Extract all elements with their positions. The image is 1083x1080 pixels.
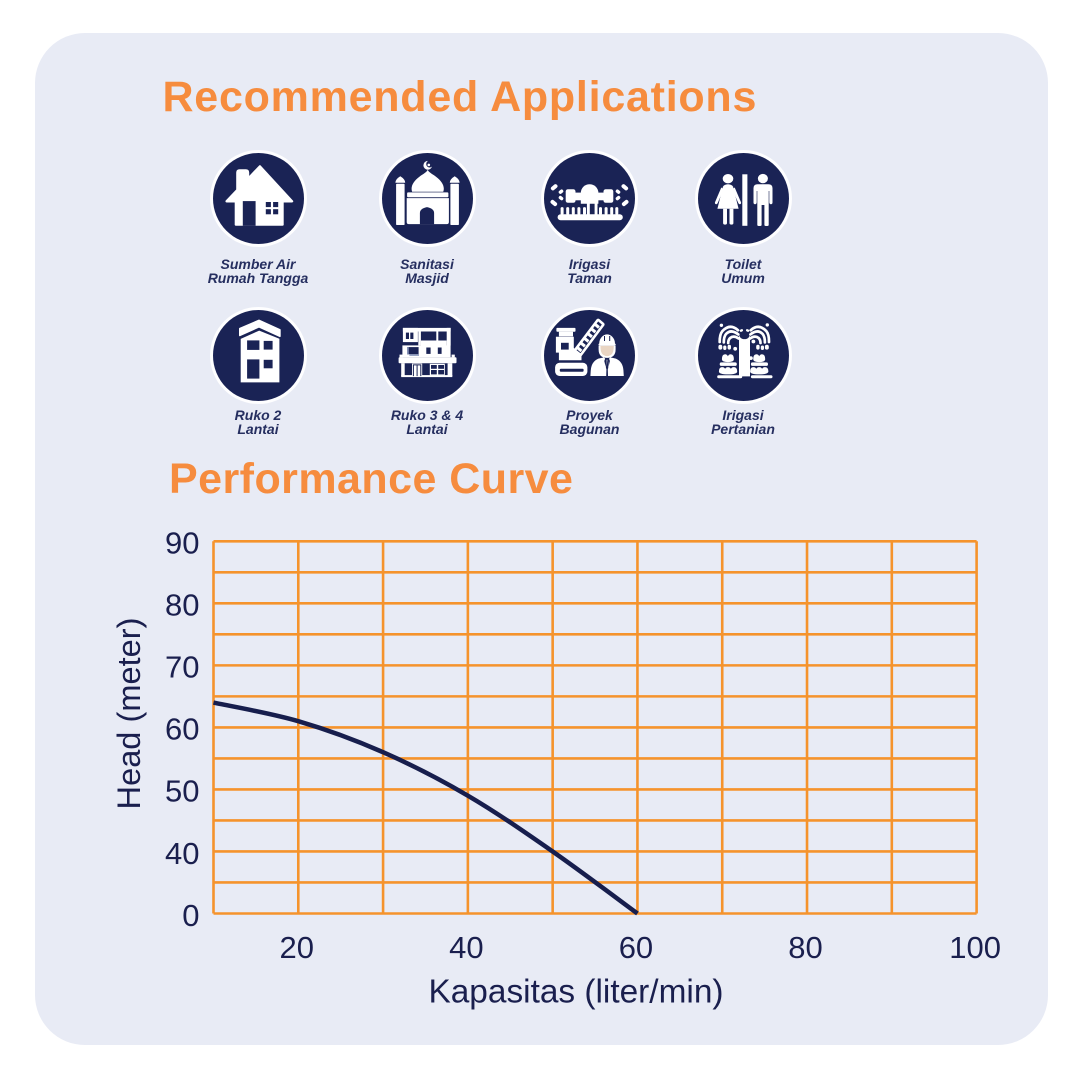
svg-text:40: 40: [165, 836, 199, 871]
svg-text:60: 60: [619, 930, 653, 965]
svg-text:40: 40: [449, 930, 483, 965]
svg-text:20: 20: [280, 930, 314, 965]
svg-text:100: 100: [949, 930, 1001, 965]
svg-text:50: 50: [165, 774, 199, 809]
svg-text:Kapasitas (liter/min): Kapasitas (liter/min): [428, 974, 723, 1011]
svg-text:70: 70: [165, 650, 199, 685]
svg-text:80: 80: [788, 930, 822, 965]
svg-text:Head (meter): Head (meter): [110, 618, 147, 810]
svg-text:90: 90: [165, 526, 199, 561]
svg-text:60: 60: [165, 712, 199, 747]
svg-text:0: 0: [182, 898, 199, 933]
svg-text:80: 80: [165, 588, 199, 623]
